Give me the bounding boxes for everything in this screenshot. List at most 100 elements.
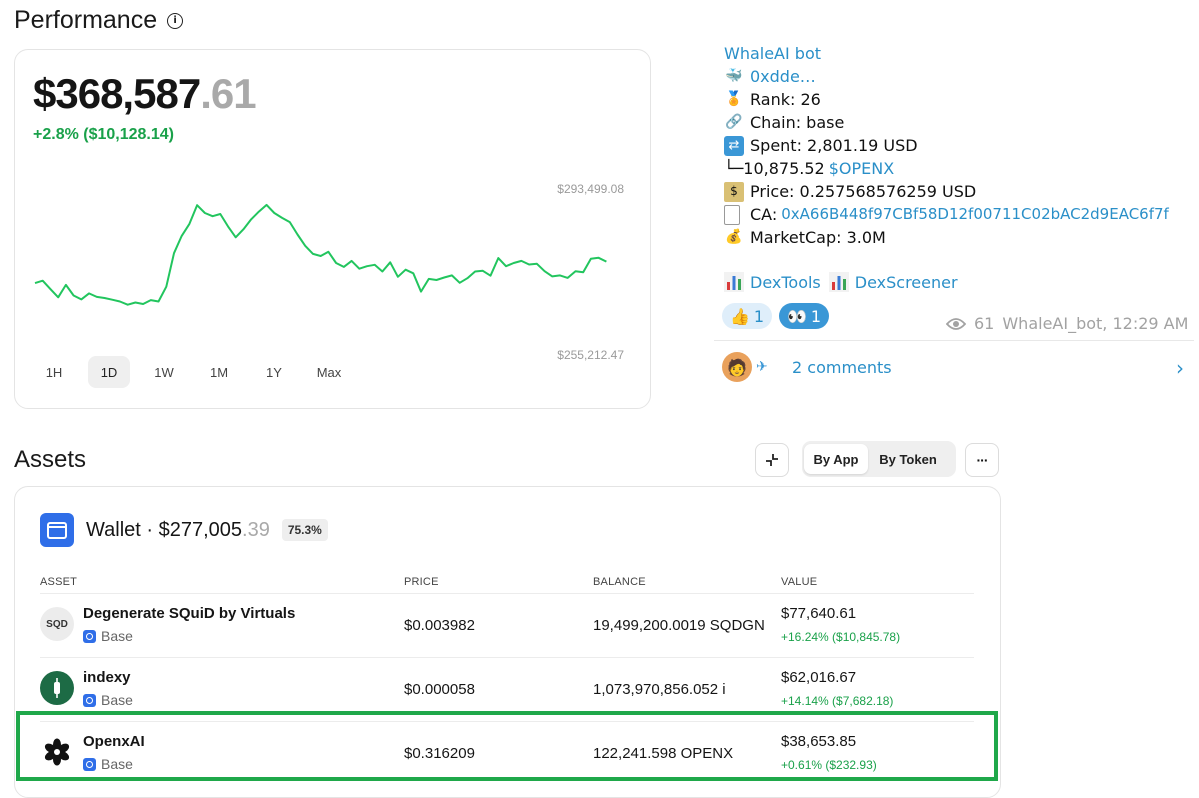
performance-line-chart[interactable] [29, 195, 629, 345]
chain-text: Chain: base [750, 113, 845, 132]
eyes-icon: 👀 [787, 306, 807, 326]
wallet-address-link[interactable]: 0xdde… [750, 67, 816, 86]
chart-links: DexTools DexScreener [724, 272, 958, 292]
comments-label: 2 comments [792, 357, 892, 377]
commenter-avatar-small: ✈ [756, 359, 768, 375]
spent-text: Spent: 2,801.19 USD [750, 136, 918, 155]
wallet-header: Wallet · $277,005.39 75.3% [40, 513, 328, 547]
divider [714, 340, 1194, 341]
table-row[interactable]: indexy Base $0.000058 1,073,970,856.052 … [40, 657, 974, 721]
info-icon[interactable]: i [167, 12, 184, 29]
dexscreener-label: DexScreener [854, 272, 958, 292]
wallet-icon [40, 513, 74, 547]
received-text: └─10,875.52 [724, 159, 825, 178]
token-value: $62,016.67 [781, 669, 857, 686]
rank-text: Rank: 26 [750, 90, 821, 109]
link-chain-icon: 🔗 [725, 114, 743, 130]
reaction-count: 1 [810, 306, 822, 326]
comments-row[interactable]: 🧑 ✈ 2 comments › [722, 350, 1190, 384]
token-name: indexy [83, 669, 131, 686]
table-row[interactable]: SQD Degenerate SQuiD by Virtuals Base $0… [40, 593, 974, 657]
token-price: $0.000058 [404, 681, 475, 698]
wallet-total-main: Wallet · $277,005 [86, 518, 243, 541]
range-button-max[interactable]: Max [316, 364, 342, 380]
message-meta: 61 WhaleAI_bot, 12:29 AM [946, 314, 1188, 333]
message-sender[interactable]: WhaleAI bot [724, 44, 822, 63]
token-chain: Base [83, 692, 133, 708]
chevron-right-icon: › [1176, 356, 1184, 380]
chart-axis-high: $293,499.08 [557, 182, 624, 196]
contract-address-link[interactable]: 0xA66B448f97CBf58D12f00711C02bAC2d9EAC6f… [781, 205, 1169, 223]
token-price: $0.003982 [404, 617, 475, 634]
token-balance: 19,499,200.0019 SQDGN [593, 617, 765, 634]
performance-heading: Performance i [14, 6, 184, 35]
row-divider [40, 721, 974, 722]
author-time: WhaleAI_bot, 12:29 AM [1002, 314, 1189, 333]
more-options-button[interactable]: ··· [965, 443, 999, 477]
wallet-total: Wallet · $277,005.39 [86, 519, 270, 542]
performance-title: Performance [14, 6, 158, 34]
token-icon-indexy [40, 671, 74, 705]
token-value-change: +14.14% ($7,682.18) [781, 694, 894, 708]
performance-card: $368,587.61 +2.8% ($10,128.14) $293,499.… [14, 49, 651, 409]
token-ticker-link[interactable]: $OPENX [828, 159, 895, 178]
ca-label: CA: [750, 205, 778, 224]
highlight-box [16, 711, 998, 781]
price-text: Price: 0.257568576259 USD [750, 182, 977, 201]
commenter-avatar: 🧑 [722, 352, 752, 382]
wallet-card: Wallet · $277,005.39 75.3% ASSET PRICE B… [14, 486, 1001, 798]
token-chain: Base [83, 756, 133, 772]
wallet-total-cents: .39 [242, 518, 270, 541]
medal-icon: 🏅 [725, 91, 743, 107]
column-header-balance[interactable]: BALANCE [593, 576, 646, 588]
bar-chart-icon [724, 272, 744, 292]
assets-title: Assets [14, 446, 87, 473]
wallet-percent-badge: 75.3% [281, 519, 328, 541]
portfolio-change: +2.8% ($10,128.14) [33, 126, 174, 143]
whale-icon: 🐳 [725, 68, 743, 84]
token-value-change: +0.61% ($232.93) [781, 758, 877, 772]
time-range-selector: 1H 1D 1W 1M 1Y Max [33, 356, 350, 388]
base-chain-icon [83, 629, 96, 643]
range-button-1w[interactable]: 1W [154, 364, 174, 380]
token-value: $77,640.61 [781, 605, 857, 622]
base-chain-icon [83, 693, 96, 707]
reaction-eyes[interactable]: 👀 1 [779, 303, 830, 329]
range-button-1h[interactable]: 1H [45, 364, 63, 380]
range-button-1d[interactable]: 1D [88, 356, 130, 388]
token-value-change: +16.24% ($10,845.78) [781, 630, 901, 644]
token-name: Degenerate SQuiD by Virtuals [83, 605, 296, 622]
token-price: $0.316209 [404, 745, 475, 762]
range-button-1m[interactable]: 1M [209, 364, 229, 380]
dexscreener-link[interactable]: DexScreener [828, 272, 958, 292]
range-button-1y[interactable]: 1Y [266, 364, 282, 380]
column-header-price[interactable]: PRICE [404, 576, 439, 588]
reaction-thumbs-up[interactable]: 👍 1 [722, 303, 773, 329]
collapse-button[interactable] [755, 443, 789, 477]
chart-axis-low: $255,212.47 [557, 348, 624, 362]
token-name: OpenxAI [83, 733, 145, 750]
portfolio-total: $368,587.61 [33, 70, 257, 118]
document-icon [724, 204, 740, 225]
view-count: 61 [974, 314, 995, 333]
thumbs-up-icon: 👍 [730, 306, 750, 326]
token-value: $38,653.85 [781, 733, 857, 750]
token-icon-sqd: SQD [40, 607, 74, 641]
table-row[interactable]: OpenxAI Base $0.316209 122,241.598 OPENX… [40, 721, 974, 785]
by-app-toggle[interactable]: By App [804, 444, 868, 474]
row-divider [40, 593, 974, 594]
total-main: $368,587 [33, 70, 201, 117]
by-token-toggle[interactable]: By Token [879, 451, 937, 467]
view-toggle: By App By Token [802, 441, 956, 477]
dextools-link[interactable]: DexTools [724, 272, 821, 292]
chain-label: Base [101, 628, 133, 644]
column-header-asset[interactable]: ASSET [40, 576, 78, 588]
chain-label: Base [101, 756, 133, 772]
reaction-count: 1 [753, 306, 765, 326]
bar-chart-icon [828, 272, 849, 292]
row-divider [40, 657, 974, 658]
column-header-value[interactable]: VALUE [781, 576, 818, 588]
collapse-icon [766, 454, 778, 466]
chain-label: Base [101, 692, 133, 708]
swap-icon: ⇄ [724, 135, 744, 156]
